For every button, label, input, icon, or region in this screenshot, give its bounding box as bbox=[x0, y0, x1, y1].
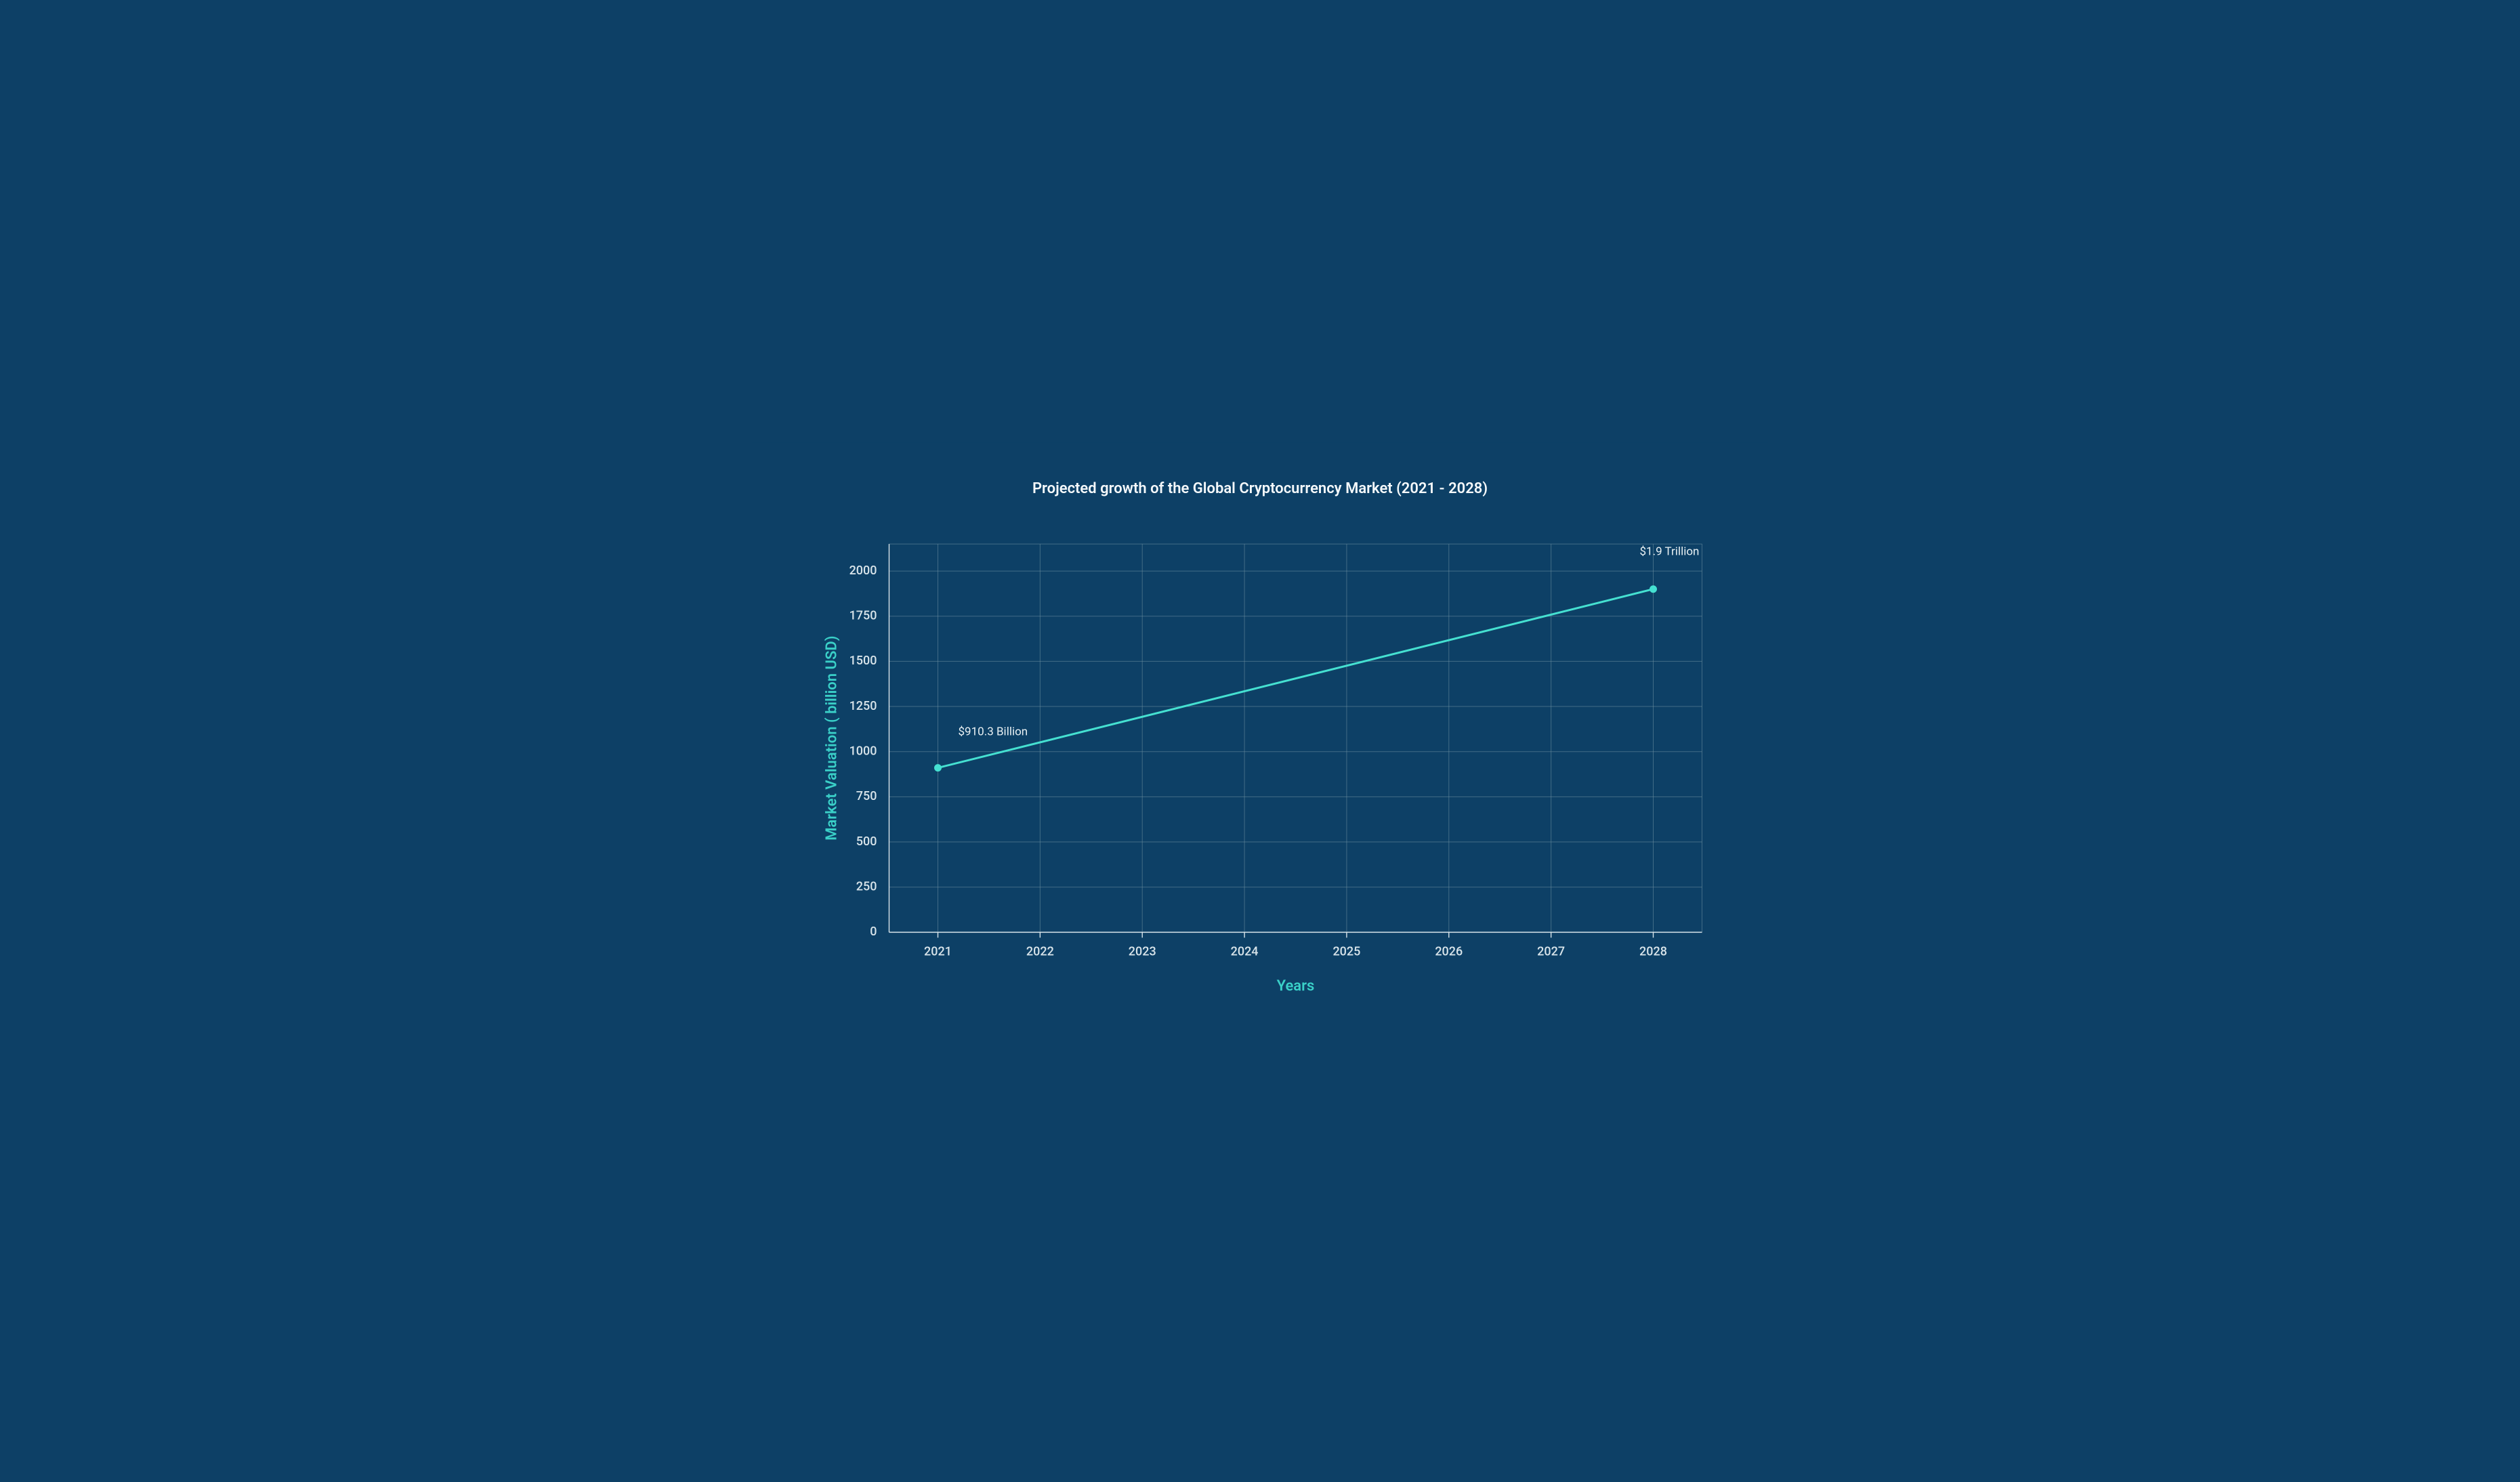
y-tick-label: 500 bbox=[856, 834, 877, 849]
line-chart: 0 250 500 750 1000 1250 1500 1750 2000 2021 2022 20… bbox=[752, 442, 1768, 1040]
chart-container: 0 250 500 750 1000 1250 1500 1750 2000 2021 2022 20… bbox=[752, 442, 1768, 1040]
data-point-annotation: $1.9 Trillion bbox=[1640, 545, 1700, 559]
y-tick-label: 1750 bbox=[849, 608, 877, 622]
chart-background bbox=[752, 442, 1768, 1040]
data-point-marker bbox=[935, 765, 942, 771]
y-tick-label: 2000 bbox=[849, 564, 877, 578]
x-tick-label: 2022 bbox=[1026, 944, 1054, 958]
x-tick-label: 2027 bbox=[1537, 944, 1565, 958]
data-point-marker bbox=[1650, 586, 1657, 593]
y-tick-label: 250 bbox=[856, 879, 877, 893]
x-tick-label: 2026 bbox=[1435, 944, 1463, 958]
data-point-annotation: $910.3 Billion bbox=[959, 725, 1028, 739]
y-tick-label: 750 bbox=[856, 789, 877, 803]
x-tick-label: 2021 bbox=[924, 944, 952, 958]
x-tick-label: 2024 bbox=[1231, 944, 1259, 958]
x-tick-label: 2025 bbox=[1332, 944, 1360, 958]
x-axis-label: Years bbox=[1277, 977, 1315, 994]
y-tick-label: 1000 bbox=[849, 744, 877, 758]
y-tick-label: 1500 bbox=[849, 654, 877, 668]
y-tick-label: 1250 bbox=[849, 699, 877, 713]
x-tick-label: 2023 bbox=[1129, 944, 1156, 958]
x-tick-label: 2028 bbox=[1639, 944, 1667, 958]
y-tick-label: 0 bbox=[870, 925, 877, 939]
chart-title: Projected growth of the Global Cryptocur… bbox=[1032, 480, 1488, 497]
y-axis-label: Market Valuation ( billion USD) bbox=[824, 635, 841, 840]
